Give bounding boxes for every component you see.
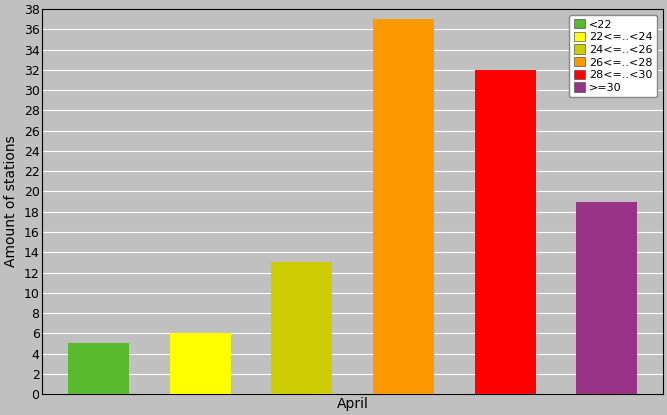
Bar <box>576 202 638 394</box>
Bar <box>475 70 536 394</box>
Bar <box>373 19 434 394</box>
Legend: <22, 22<=..<24, 24<=..<26, 26<=..<28, 28<=..<30, >=30: <22, 22<=..<24, 24<=..<26, 26<=..<28, 28… <box>569 15 657 98</box>
Bar <box>271 262 332 394</box>
Y-axis label: Amount of stations: Amount of stations <box>4 136 18 268</box>
Bar <box>169 333 231 394</box>
Bar <box>68 343 129 394</box>
